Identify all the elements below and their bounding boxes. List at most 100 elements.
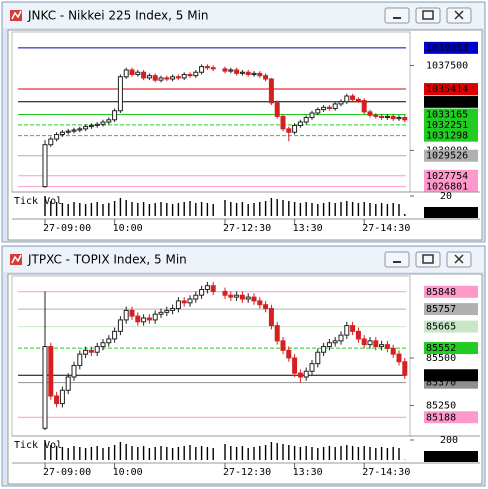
candle-body [251,72,257,75]
candle-body [210,67,216,70]
candle-body [54,395,60,405]
button-glyph [393,261,401,263]
y-tick-label: 1037500 [426,60,468,71]
candle-body [83,126,89,130]
candle-body [367,111,373,116]
level-label: 1027754 [426,171,468,182]
candle-body [332,103,338,109]
x-tick-label: 27-09:00 [43,467,91,478]
x-tick-label: 27-14:30 [362,223,410,234]
candle-body [54,134,60,140]
candle-body [135,71,141,75]
volume-tick-label: 20 [440,191,452,202]
level-box [424,95,478,108]
level-label: 1031298 [426,131,468,142]
volume-label: Tick Vol [14,196,62,207]
level-label: 1035414 [426,84,468,95]
candle-body [88,124,94,128]
candle-body [268,78,274,104]
chart-window: JTPXC - TOPIX Index, 5 Min 85500 85250 8584… [1,245,486,487]
volume-label: Tick Vol [14,440,62,451]
candle-body [355,330,361,340]
maximize-button[interactable] [415,251,441,268]
level-label: 1033165 [426,110,468,121]
candle-body [379,344,385,348]
candle-body [175,300,181,310]
candle-body [117,319,123,332]
candle-body [129,309,135,317]
candle-body [251,296,257,302]
x-tick-label: 27-14:30 [362,467,410,478]
candle-body [222,290,228,296]
candle-body [123,309,129,321]
level-box [424,369,478,382]
candle-body [332,340,338,344]
candle-body [338,101,344,105]
candle-body [164,309,170,313]
candle-body [94,123,100,126]
candle-body [344,325,350,336]
candle-body [280,340,286,351]
candle-body [141,71,147,79]
volume-current-box [424,207,478,218]
candle-body [181,74,187,79]
candle-body [326,106,332,109]
candle-body [309,112,315,119]
level-label: 85848 [426,287,456,298]
candle-body [106,119,112,123]
candle-body [210,285,216,292]
volume-current-box [424,451,478,462]
candle-body [141,317,147,323]
candle-body [384,115,390,119]
level-box [424,342,478,355]
level-label: 1039053 [426,43,468,54]
candle-body [204,285,210,291]
candle-body [350,325,356,332]
level-box [424,169,478,182]
level-label: 85552 [426,343,456,354]
candle-body [187,74,193,77]
candle-body [152,75,158,81]
candle-body [71,365,77,378]
window-title: JNKC - Nikkei 225 Index, 5 Min [27,9,209,23]
candle-body [303,117,309,123]
candle-body [123,69,129,78]
minimize-button[interactable] [384,251,410,268]
candle-body [193,71,199,77]
x-tick-label: 27-12:30 [223,467,271,478]
candle-body [170,76,176,80]
candle-body [402,361,408,376]
candle-body [326,342,332,348]
candle-body [106,338,112,344]
candle-body [390,347,396,355]
candle-body [100,121,106,125]
level-label: 85370 [426,378,456,389]
volume-current: 3 [450,452,456,463]
candle-body [268,308,274,327]
candle-body [321,346,327,353]
candle-body [367,340,373,346]
candle-body [396,353,402,363]
candle-body [77,353,83,367]
candle-body [315,109,321,114]
level-label: 85188 [426,412,456,423]
candle-body [48,346,54,397]
level-box [424,180,478,193]
minimize-button[interactable] [384,7,410,24]
level-label: 1026801 [426,182,468,193]
candle-body [257,72,263,77]
x-tick-label: 10:00 [113,223,143,234]
candle-body [59,389,65,405]
candle-body [146,75,152,79]
x-tick-label: 13:30 [293,223,323,234]
level-box [424,41,478,54]
candle-body [146,317,152,321]
candle-body [94,346,100,353]
candle-body [245,296,251,300]
level-box [424,285,478,298]
maximize-button[interactable] [415,7,441,24]
candle-body [65,130,71,133]
candle-body [193,294,199,300]
candle-body [297,121,303,126]
volume-tick-label: 200 [440,435,458,446]
